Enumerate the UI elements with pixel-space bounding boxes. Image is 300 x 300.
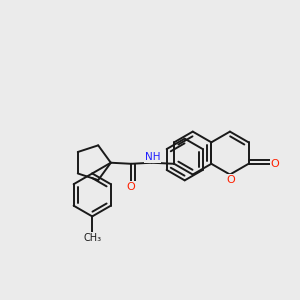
Text: CH₃: CH₃ <box>84 232 102 243</box>
Text: O: O <box>270 159 279 169</box>
Text: NH: NH <box>145 152 160 162</box>
Text: O: O <box>226 175 235 185</box>
Text: O: O <box>127 182 135 192</box>
